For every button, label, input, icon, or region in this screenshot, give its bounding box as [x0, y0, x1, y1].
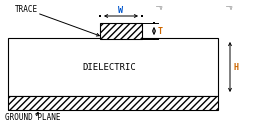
Text: GROUND PLANE: GROUND PLANE — [5, 114, 60, 122]
Bar — [8, 38, 218, 96]
Text: T: T — [158, 27, 163, 36]
Bar — [99, 15, 101, 17]
Text: H: H — [234, 62, 239, 72]
Bar — [8, 96, 218, 110]
Text: TRACE: TRACE — [15, 6, 38, 15]
Bar — [141, 15, 143, 17]
Bar — [153, 22, 155, 24]
Bar — [100, 23, 142, 39]
Bar — [153, 38, 155, 40]
Text: DIELECTRIC: DIELECTRIC — [82, 62, 136, 72]
Text: W: W — [118, 6, 124, 15]
